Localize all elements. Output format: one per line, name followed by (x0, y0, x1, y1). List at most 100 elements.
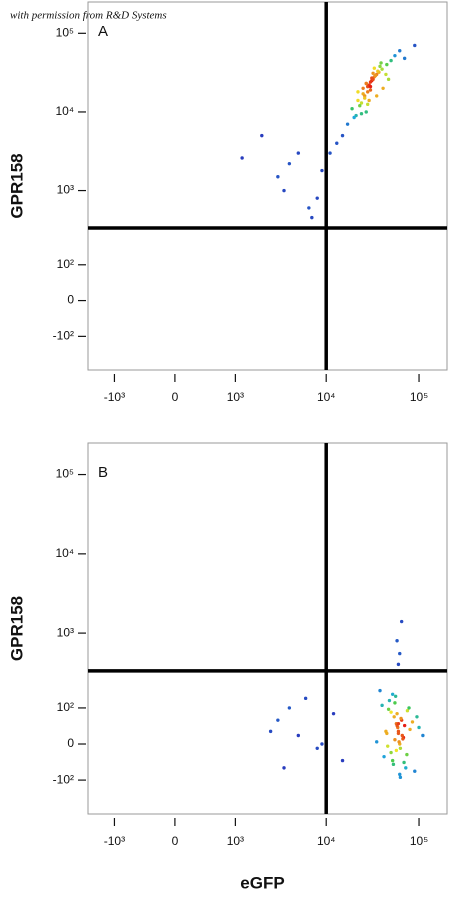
y-tick-label: 10⁴ (55, 104, 74, 118)
event-dot (340, 133, 345, 138)
event-dot (364, 110, 368, 114)
event-dot (390, 758, 395, 763)
event-dot (359, 112, 364, 116)
event-dot (366, 102, 370, 107)
event-dot (315, 196, 319, 200)
event-dot (287, 706, 292, 710)
event-dot (361, 86, 365, 90)
event-dot (421, 733, 425, 738)
event-dot (287, 161, 292, 166)
event-dot (367, 98, 371, 103)
event-dot (381, 86, 385, 90)
event-dot (384, 729, 388, 734)
event-dot (399, 619, 404, 624)
event-dot (407, 706, 411, 710)
y-tick-label: 10² (57, 257, 74, 271)
panel-label: A (98, 23, 108, 40)
y-tick-label: 0 (67, 293, 74, 307)
event-dot (363, 96, 367, 100)
event-dot (398, 746, 403, 751)
event-dot (376, 69, 380, 73)
event-dot (385, 62, 389, 67)
event-dot (397, 740, 401, 744)
x-tick-label: 10⁵ (410, 834, 428, 848)
y-tick-label: 10⁵ (56, 25, 74, 39)
x-tick-label: -10³ (104, 390, 125, 404)
event-dot (335, 141, 339, 145)
event-dot (404, 766, 408, 770)
plot-frame (87, 1, 448, 371)
event-dot (380, 67, 384, 71)
event-dot (389, 750, 393, 755)
event-dot (364, 81, 368, 86)
event-dot (375, 94, 379, 98)
event-dot (398, 772, 402, 777)
event-dot (398, 49, 402, 53)
event-dot (402, 56, 407, 61)
x-tick-label: 0 (172, 390, 179, 404)
event-dot (320, 742, 324, 746)
event-dot (402, 723, 407, 728)
event-dot (391, 762, 396, 767)
event-dot (310, 215, 314, 220)
x-axis-title: eGFP (240, 873, 284, 892)
y-axis-title: GPR158 (7, 596, 26, 661)
event-dot (398, 651, 402, 656)
event-dot (400, 733, 404, 738)
event-dot (393, 53, 397, 58)
y-tick-label: 10⁴ (55, 546, 74, 560)
event-dot (315, 746, 319, 751)
event-dot (413, 769, 417, 773)
event-dot (368, 80, 373, 84)
event-dot (356, 90, 360, 94)
y-tick-label: -10² (53, 329, 74, 343)
x-tick-label: 10³ (227, 390, 244, 404)
event-dot (320, 168, 324, 173)
event-dot (328, 151, 332, 155)
event-dot (303, 696, 308, 701)
event-dot (386, 77, 391, 82)
event-dot (352, 115, 356, 120)
event-dot (393, 738, 397, 742)
event-dot (395, 711, 399, 716)
x-tick-label: 0 (172, 834, 179, 848)
event-dot (413, 43, 417, 48)
event-dot (260, 133, 264, 138)
y-tick-label: 10² (57, 700, 74, 714)
y-tick-label: -10² (53, 772, 74, 786)
event-dot (368, 84, 373, 89)
event-dot (366, 90, 370, 94)
x-tick-label: -10³ (104, 834, 125, 848)
event-dot (359, 101, 364, 105)
event-dot (387, 698, 392, 703)
event-dot (356, 98, 360, 103)
event-dot (396, 721, 401, 726)
event-dot (276, 175, 280, 179)
event-dot (417, 725, 421, 730)
event-dot (379, 61, 383, 65)
event-dot (340, 758, 345, 763)
x-tick-label: 10⁵ (410, 390, 428, 404)
event-dot (396, 731, 401, 736)
event-dot (394, 748, 399, 753)
event-dot (405, 752, 409, 757)
event-dot (402, 760, 406, 765)
event-dot (350, 107, 354, 111)
event-dot (380, 703, 384, 708)
event-dot (358, 104, 362, 108)
y-tick-label: 10³ (57, 625, 74, 639)
event-dot (389, 58, 393, 63)
event-dot (268, 729, 273, 734)
event-dot (307, 206, 311, 210)
event-dot (395, 639, 399, 643)
event-dot (368, 88, 373, 92)
event-dot (331, 711, 336, 716)
event-dot (405, 709, 410, 713)
x-tick-label: 10⁴ (317, 834, 336, 848)
event-dot (415, 715, 419, 719)
event-dot (390, 692, 395, 696)
event-dot (389, 710, 393, 714)
y-tick-label: 10⁵ (56, 467, 74, 481)
